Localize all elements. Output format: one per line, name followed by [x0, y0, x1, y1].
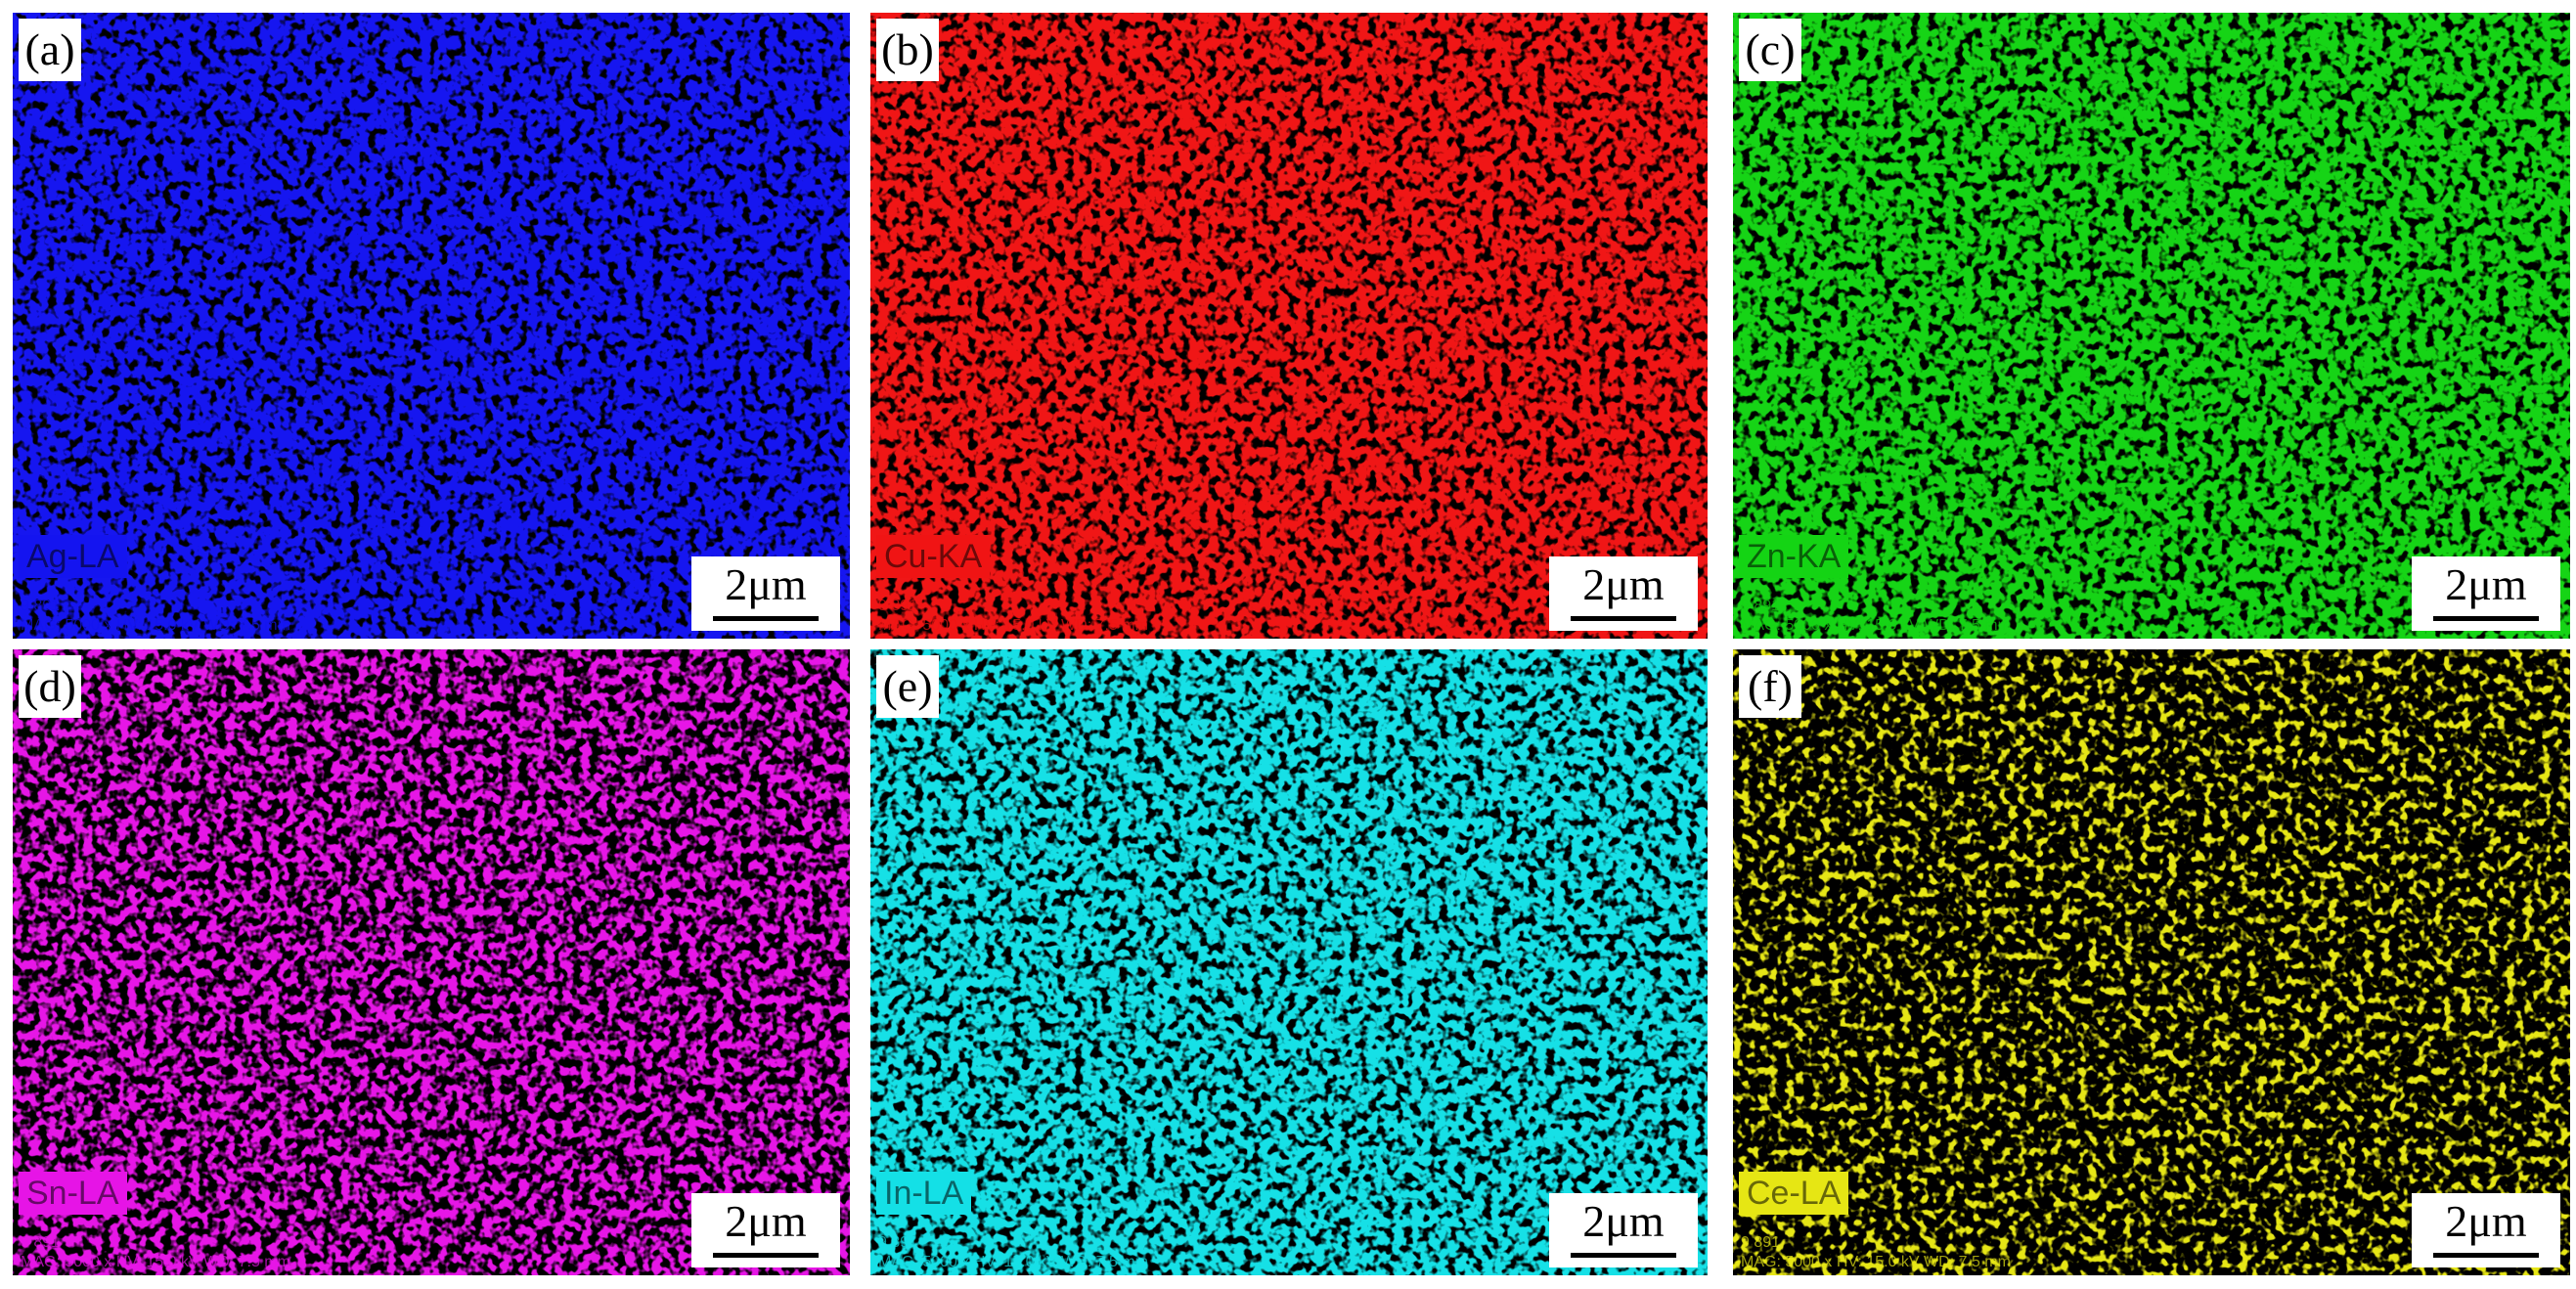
element-label: Ag-LA	[19, 535, 127, 578]
map-panel: (b) Cu-KA 2μm 9 891 MAG: 5000 x HV: 15.0 kV …	[870, 13, 1708, 639]
element-map	[1733, 13, 2570, 639]
scale-bar: 2μm	[1549, 556, 1698, 631]
scale-bar: 2μm	[691, 1193, 840, 1267]
texture	[13, 13, 850, 639]
image-id: 9 891	[878, 1234, 918, 1251]
map-panel: (e) In-LA 2μm 9 891 MAG: 5000 x HV: 15.0 kV …	[870, 649, 1708, 1275]
map-panel: (c) Zn-KA 2μm 9 891 MAG: 5000 x HV: 15.0 kV …	[1733, 13, 2570, 639]
acquisition-info: MAG: 5000 x HV: 15.0 kV WD: 7.5 mm	[878, 617, 1148, 634]
texture	[870, 13, 1708, 639]
element-map	[13, 13, 850, 639]
map-panel: (f) Ce-LA 2μm 9 891 MAG: 5000 x HV: 15.0 kV …	[1733, 649, 2570, 1275]
texture	[1733, 649, 2570, 1275]
acquisition-info: MAG: 5000 x HV: 15.0 kV WD: 7.5 mm	[878, 1254, 1148, 1270]
map-panel: (d) Sn-LA 2μm 9 891 MAG: 5000 x HV: 15.0 kV …	[13, 649, 850, 1275]
element-label: Cu-KA	[876, 535, 991, 578]
scale-line	[1571, 616, 1676, 621]
scale-bar: 2μm	[2412, 556, 2560, 631]
map-panel: (a) Ag-LA 2μm 9 891 MAG: 5000 x HV: 15.0 kV …	[13, 13, 850, 639]
scale-line	[713, 616, 819, 621]
element-label: Sn-LA	[19, 1172, 127, 1215]
scale-bar: 2μm	[691, 556, 840, 631]
element-map	[13, 649, 850, 1275]
acquisition-info: MAG: 5000 x HV: 15.0 kV WD: 7.5 mm	[21, 617, 290, 634]
acquisition-info: MAG: 5000 x HV: 15.0 kV WD: 7.5 mm	[1741, 617, 2011, 634]
element-map	[1733, 649, 2570, 1275]
panel-letter: (b)	[876, 19, 939, 81]
scale-line	[713, 1253, 819, 1258]
scale-line	[2433, 1253, 2539, 1258]
texture	[13, 649, 850, 1275]
image-id: 9 891	[21, 1234, 61, 1251]
texture	[870, 649, 1708, 1275]
acquisition-info: MAG: 5000 x HV: 15.0 kV WD: 7.5 mm	[1741, 1254, 2011, 1270]
element-map	[870, 649, 1708, 1275]
scale-line	[1571, 1253, 1676, 1258]
acquisition-info: MAG: 5000 x HV: 15.0 kV WD: 7.5 mm	[21, 1254, 290, 1270]
element-label: Ce-LA	[1739, 1172, 1849, 1215]
panel-letter: (a)	[19, 19, 81, 81]
scale-line	[2433, 616, 2539, 621]
panel-letter: (f)	[1739, 655, 1801, 718]
element-map	[870, 13, 1708, 639]
element-label: In-LA	[876, 1172, 972, 1215]
image-id: 9 891	[21, 598, 61, 614]
texture	[1733, 13, 2570, 639]
element-label: Zn-KA	[1739, 535, 1849, 578]
scale-bar: 2μm	[1549, 1193, 1698, 1267]
panel-letter: (c)	[1739, 19, 1801, 81]
scale-bar: 2μm	[2412, 1193, 2560, 1267]
image-id: 9 891	[1741, 1234, 1781, 1251]
image-id: 9 891	[878, 598, 918, 614]
image-id: 9 891	[1741, 598, 1781, 614]
panel-letter: (d)	[19, 655, 81, 718]
panel-letter: (e)	[876, 655, 939, 718]
